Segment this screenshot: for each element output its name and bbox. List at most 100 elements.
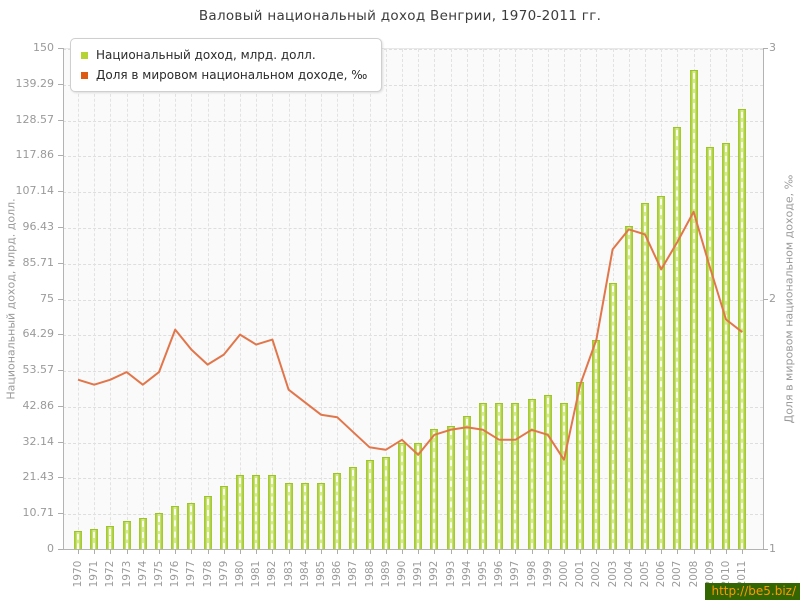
x-tick-mark — [288, 549, 290, 554]
x-tick-mark — [110, 549, 112, 554]
bar-2011 — [738, 109, 747, 550]
x-tick-label-2001: 2001 — [574, 560, 587, 588]
bar-2003 — [608, 282, 617, 550]
v-gridline — [288, 49, 290, 550]
watermark-link[interactable]: http://be5.biz/ — [705, 583, 800, 600]
v-gridline — [499, 49, 501, 550]
y-left-tick-mark — [58, 441, 63, 443]
legend-item-share: Доля в мировом национальном доходе, ‰ — [81, 65, 367, 85]
y-left-tick-mark — [58, 298, 63, 300]
y-left-tick-mark — [58, 370, 63, 372]
x-tick-mark — [661, 549, 663, 554]
h-gridline — [63, 227, 763, 229]
x-tick-label-2004: 2004 — [622, 560, 635, 588]
right-axis-title: Доля в мировом национальном доходе, ‰ — [782, 174, 796, 424]
v-gridline — [272, 49, 274, 550]
v-gridline — [321, 49, 322, 550]
x-tick-label-1973: 1973 — [120, 560, 133, 588]
v-gridline — [385, 49, 387, 550]
y-left-tick-label: 85.71 — [22, 255, 55, 269]
v-gridline — [191, 49, 193, 550]
x-tick-label-1986: 1986 — [331, 560, 344, 588]
x-tick-mark — [256, 549, 258, 554]
bar-1990 — [398, 442, 406, 550]
x-tick-label-1988: 1988 — [363, 560, 376, 588]
x-tick-mark — [709, 549, 711, 554]
x-tick-mark — [580, 549, 582, 554]
bar-1997 — [511, 402, 520, 550]
bar-1980 — [236, 475, 244, 550]
chart-title: Валовый национальный доход Венгрии, 1970… — [198, 8, 602, 24]
bar-1981 — [252, 475, 261, 550]
x-tick-mark — [223, 549, 225, 554]
x-tick-mark — [321, 549, 322, 554]
v-gridline — [580, 49, 582, 550]
x-tick-label-1989: 1989 — [379, 560, 392, 588]
bar-1975 — [155, 513, 163, 550]
v-gridline — [159, 49, 160, 550]
v-gridline — [434, 49, 436, 550]
v-gridline — [78, 49, 79, 550]
x-tick-mark — [434, 549, 436, 554]
x-tick-label-1999: 1999 — [541, 560, 554, 588]
x-tick-label-1984: 1984 — [298, 560, 311, 588]
v-gridline — [175, 49, 177, 550]
x-tick-label-2003: 2003 — [606, 560, 619, 588]
bar-2007 — [673, 126, 682, 550]
x-tick-label-2007: 2007 — [671, 560, 684, 588]
y-left-tick-mark — [58, 119, 63, 121]
x-tick-label-1977: 1977 — [185, 560, 198, 588]
bar-1982 — [268, 474, 277, 550]
x-tick-mark — [126, 549, 128, 554]
bar-1996 — [495, 402, 504, 550]
y-left-tick-label: 117.86 — [15, 148, 55, 162]
h-gridline — [63, 442, 763, 444]
y-left-tick-label: 128.57 — [15, 112, 55, 126]
x-tick-label-1997: 1997 — [509, 560, 522, 588]
y-left-tick-label: 96.43 — [22, 219, 55, 233]
x-tick-mark — [515, 549, 517, 554]
y-right-tick-mark — [763, 549, 768, 550]
y-left-tick-mark — [58, 549, 63, 550]
legend: Национальный доход, млрд. долл. Доля в м… — [70, 38, 383, 92]
y-left-tick-label: 139.29 — [15, 76, 55, 90]
v-gridline — [223, 49, 225, 550]
x-tick-mark — [628, 549, 630, 554]
x-tick-label-1979: 1979 — [217, 560, 230, 588]
h-gridline — [63, 371, 763, 373]
x-tick-label-1995: 1995 — [477, 560, 489, 588]
x-tick-label-1982: 1982 — [266, 560, 279, 588]
bar-1989 — [381, 456, 390, 550]
x-tick-label-1993: 1993 — [444, 560, 457, 588]
bar-1994 — [462, 416, 471, 550]
v-gridline — [531, 49, 533, 550]
bar-1978 — [203, 495, 212, 550]
bar-1998 — [527, 399, 536, 550]
h-gridline — [63, 156, 763, 158]
y-left-tick-mark — [58, 334, 63, 336]
x-tick-mark — [726, 549, 727, 554]
x-tick-mark — [483, 549, 484, 554]
legend-item-income: Национальный доход, млрд. долл. — [81, 45, 367, 65]
x-tick-mark — [693, 549, 695, 554]
y-left-tick-label: 32.14 — [22, 434, 55, 448]
x-tick-mark — [612, 549, 614, 554]
x-tick-label-1992: 1992 — [428, 560, 441, 588]
x-tick-label-1985: 1985 — [315, 560, 327, 588]
y-left-tick-label: 107.14 — [15, 184, 55, 198]
y-left-tick-label: 75 — [40, 291, 54, 305]
y-left-tick-label: 53.57 — [22, 363, 55, 377]
v-gridline — [353, 49, 355, 550]
v-gridline — [515, 49, 517, 550]
x-tick-mark — [596, 549, 598, 554]
income-series-marker-icon — [81, 51, 88, 59]
bar-2009 — [705, 146, 714, 550]
y-left-tick-label: 10.71 — [22, 506, 55, 520]
x-tick-mark — [402, 549, 403, 554]
y-left-tick-mark — [58, 405, 63, 407]
x-tick-label-1970: 1970 — [72, 560, 84, 588]
y-right-tick-label: 1 — [769, 542, 776, 555]
share-series-marker-icon — [81, 71, 88, 79]
v-gridline — [126, 49, 128, 550]
x-tick-mark — [159, 549, 160, 554]
